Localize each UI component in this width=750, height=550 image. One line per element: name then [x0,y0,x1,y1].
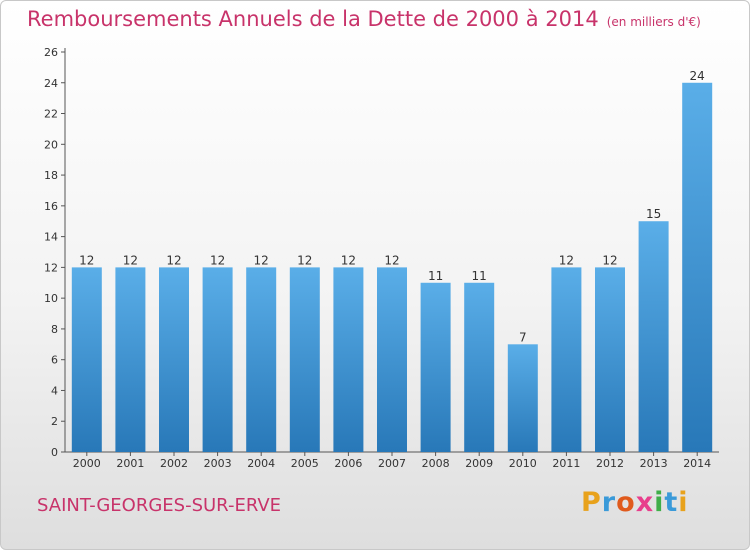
bar [551,267,582,452]
bar [682,82,713,453]
logo-letter: i [678,487,689,518]
logo-letter: o [616,487,636,518]
y-tick-label: 8 [51,323,58,336]
y-tick-label: 10 [44,292,58,305]
x-tick-label: 2005 [291,457,319,470]
logo-letter: t [664,487,679,518]
y-tick-label: 6 [51,354,58,367]
x-tick-label: 2014 [683,457,711,470]
data-label: 12 [602,253,617,267]
logo-letter: r [601,487,617,518]
bar [377,267,407,452]
x-tick-label: 2002 [160,457,188,470]
bar [202,267,233,452]
y-tick-label: 4 [51,384,58,397]
bar [507,344,538,452]
data-label: 7 [519,330,527,344]
chart-subtitle: (en milliers d'€) [606,15,701,29]
y-tick-label: 24 [44,77,58,90]
title-text: Remboursements Annuels de la Dette de 20… [27,7,599,31]
y-tick-label: 20 [44,138,58,151]
x-tick-label: 2010 [509,457,537,470]
x-tick-label: 2011 [552,457,580,470]
x-tick-label: 2000 [73,457,101,470]
chart-title: Remboursements Annuels de la Dette de 20… [27,7,701,31]
y-tick-label: 14 [44,231,58,244]
y-tick-label: 22 [44,108,58,121]
commune-name: SAINT-GEORGES-SUR-ERVE [37,495,282,516]
data-label: 12 [123,253,138,267]
data-label: 11 [428,269,443,283]
bar [71,267,102,452]
data-label: 12 [559,253,574,267]
logo-letter: x [635,487,655,518]
data-label: 12 [254,253,269,267]
bar [638,221,669,452]
x-tick-label: 2004 [247,457,275,470]
bar [159,267,189,452]
x-tick-label: 2012 [596,457,624,470]
x-tick-label: 2007 [378,457,406,470]
x-tick-label: 2003 [204,457,232,470]
bar [246,267,277,452]
x-tick-label: 2013 [640,457,668,470]
data-label: 12 [384,253,399,267]
y-tick-label: 18 [44,169,58,182]
x-tick-label: 2009 [465,457,493,470]
data-label: 12 [166,253,181,267]
bar [333,267,364,452]
y-tick-label: 26 [44,46,58,59]
data-label: 11 [472,269,487,283]
bar [595,267,625,452]
data-label: 12 [341,253,356,267]
bar [289,267,320,452]
data-label: 12 [79,253,94,267]
proxiti-logo: Proxiti [581,487,689,518]
data-label: 15 [646,207,661,221]
logo-letter: P [581,487,602,518]
y-tick-label: 0 [51,446,58,459]
bar [420,282,451,452]
x-tick-label: 2006 [334,457,362,470]
y-tick-label: 12 [44,261,58,274]
data-label: 12 [297,253,312,267]
data-label: 12 [210,253,225,267]
y-tick-label: 2 [51,415,58,428]
data-label: 24 [690,69,705,83]
y-tick-label: 16 [44,200,58,213]
bar [464,282,495,452]
x-tick-label: 2008 [422,457,450,470]
x-tick-label: 2001 [116,457,144,470]
logo-letter: i [654,487,665,518]
bar [115,267,146,452]
